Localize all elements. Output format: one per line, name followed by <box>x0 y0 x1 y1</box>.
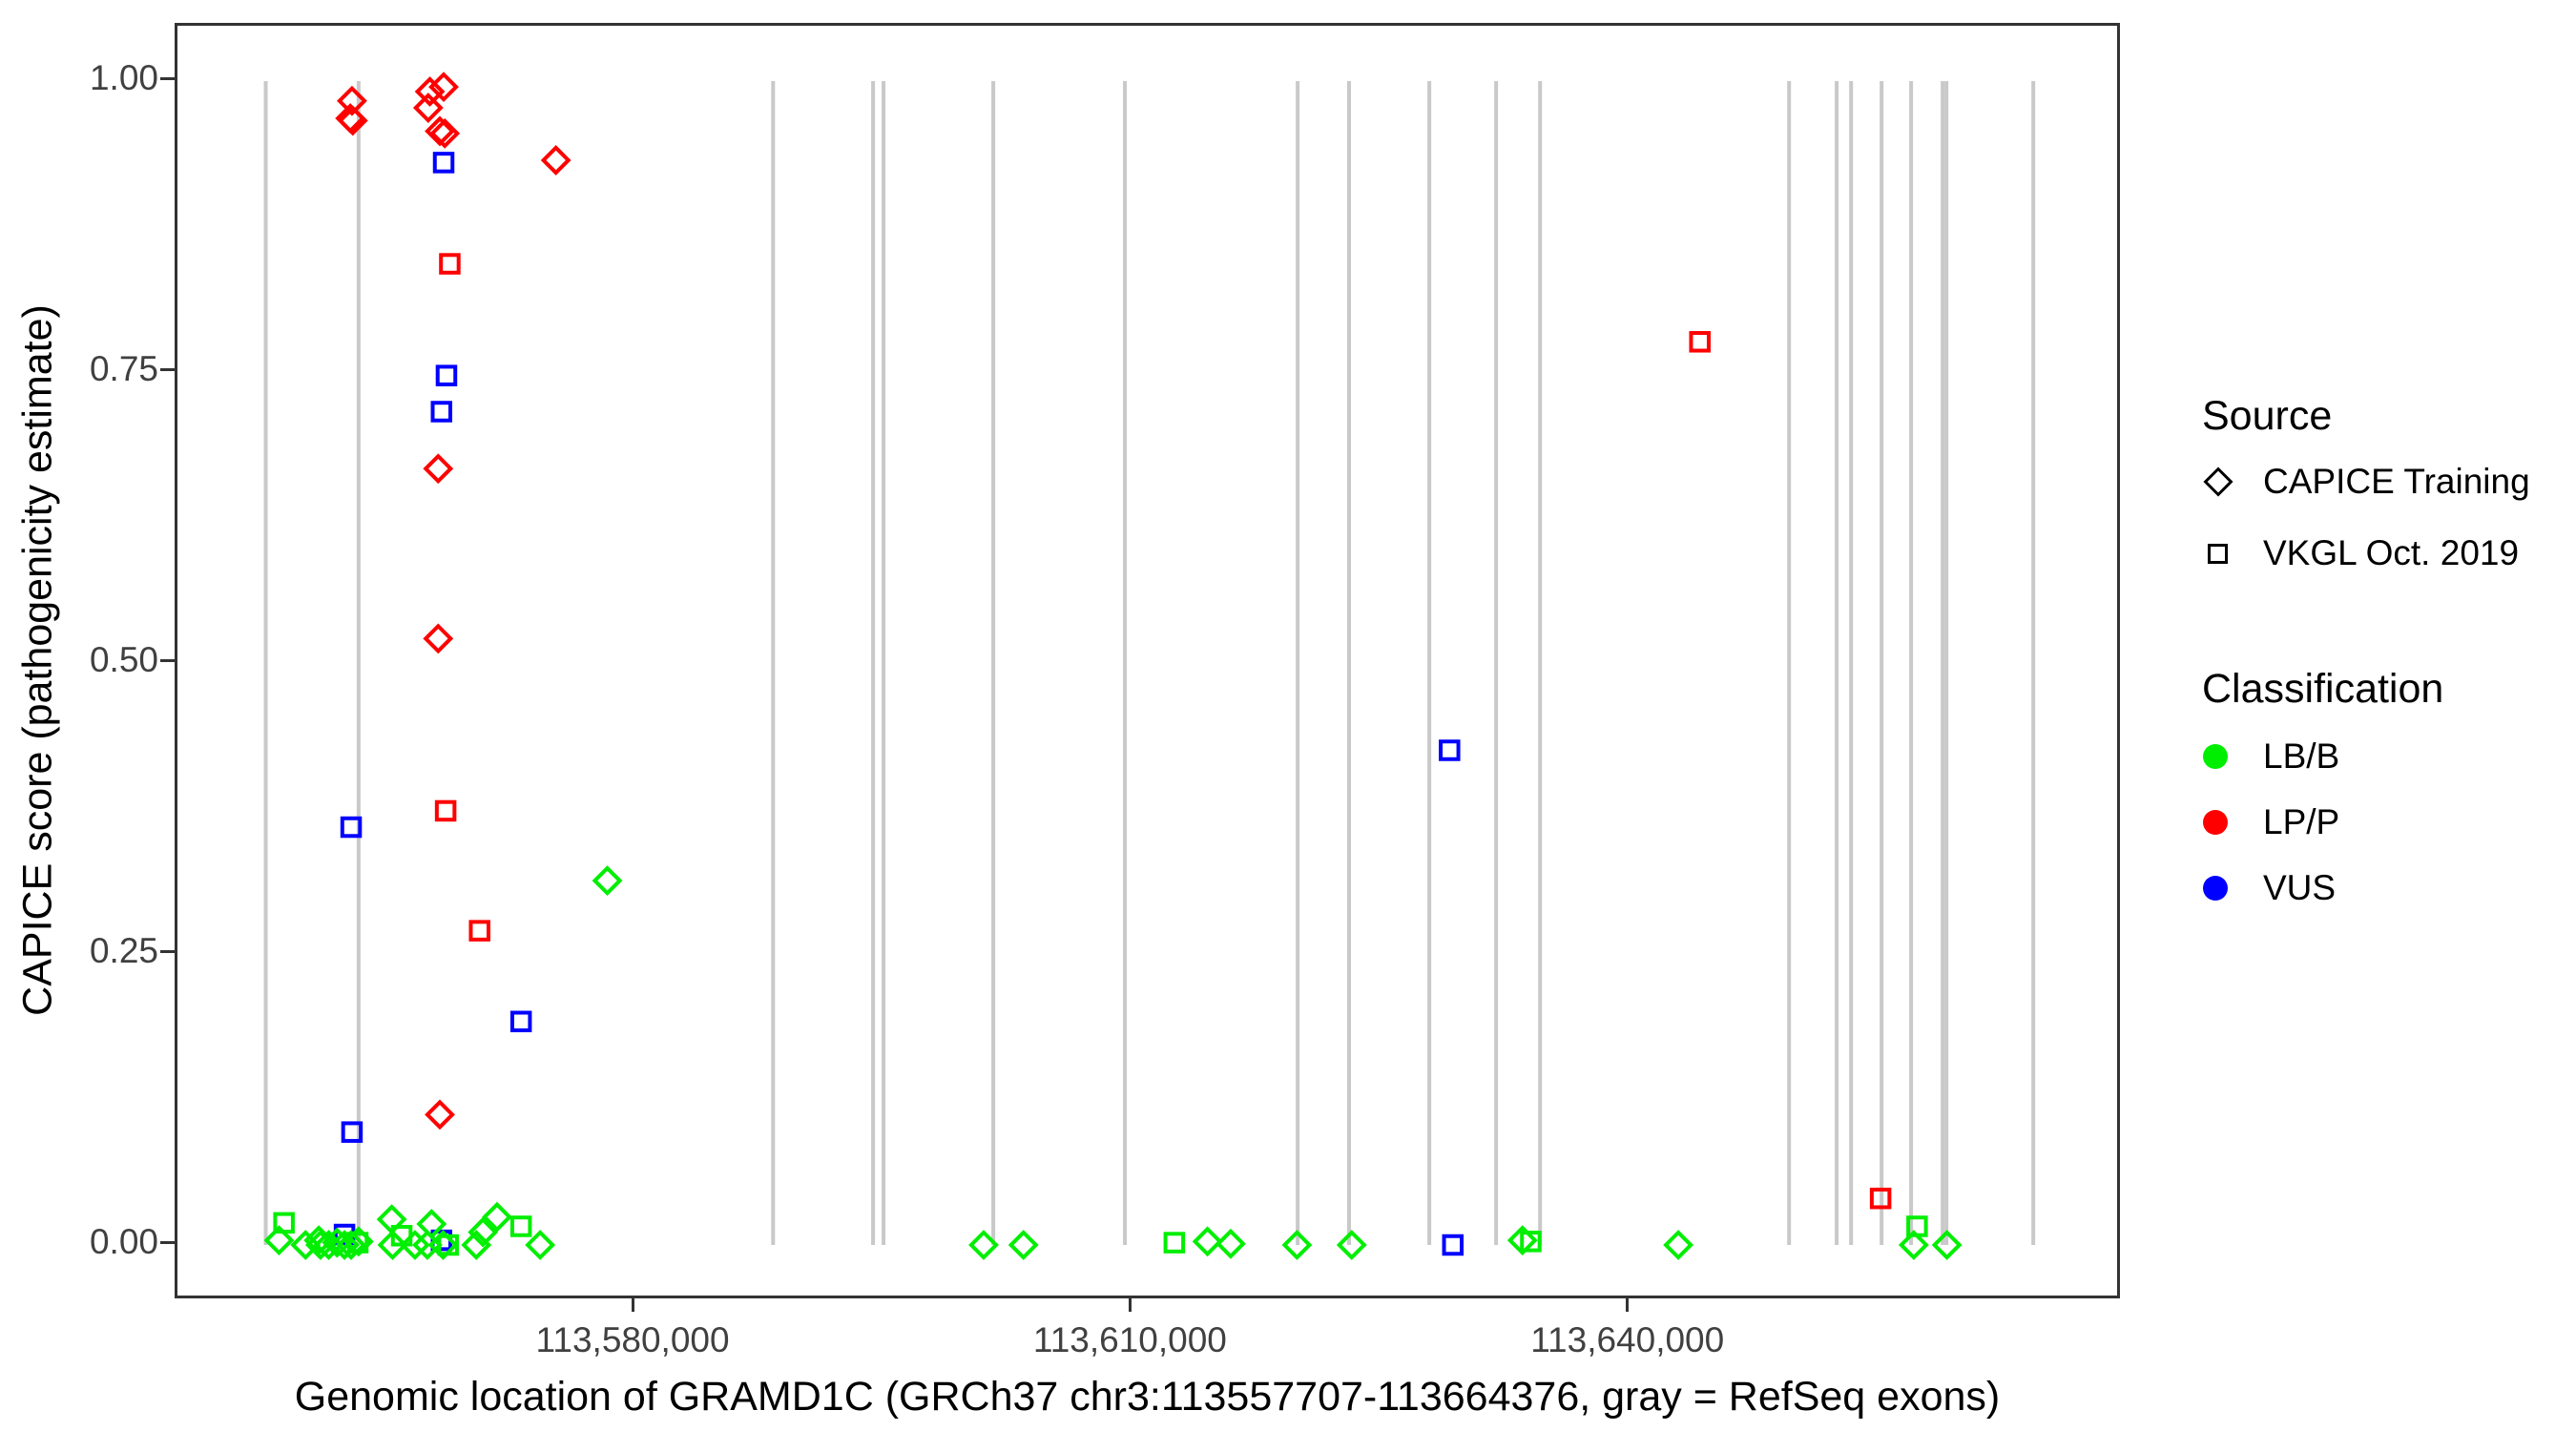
legend-item-label: VUS <box>2263 868 2337 907</box>
plot-panel <box>175 23 2120 1298</box>
data-point <box>509 1215 532 1237</box>
data-point <box>1163 1232 1186 1254</box>
y-tick-mark <box>160 1240 175 1244</box>
data-point <box>346 1232 369 1254</box>
data-point <box>1442 1234 1465 1256</box>
data-point <box>1008 1230 1039 1260</box>
data-point <box>439 253 461 275</box>
y-tick-mark <box>160 76 175 80</box>
data-point <box>540 145 571 176</box>
data-point <box>430 401 453 423</box>
data-point <box>390 1224 413 1247</box>
legend-source-title: Source <box>2202 393 2333 439</box>
square-shape-icon <box>2208 543 2228 564</box>
x-tick-label: 113,580,000 <box>535 1320 730 1359</box>
data-point <box>273 1212 295 1234</box>
y-tick-mark <box>160 949 175 953</box>
y-tick-mark <box>160 367 175 371</box>
data-point <box>468 920 490 942</box>
color-dot-icon <box>2203 744 2228 769</box>
data-point <box>968 1230 999 1260</box>
x-tick-mark <box>631 1298 634 1312</box>
y-tick-mark <box>160 658 175 662</box>
x-tick-label: 113,640,000 <box>1530 1320 1725 1359</box>
data-point <box>467 1216 499 1248</box>
data-point <box>1689 331 1711 353</box>
data-point <box>341 1121 364 1143</box>
data-point <box>1215 1228 1246 1259</box>
data-point <box>416 1209 447 1239</box>
legend-item: LP/P <box>2202 789 2339 856</box>
data-point <box>428 72 459 103</box>
data-point <box>509 1010 532 1033</box>
data-point <box>1520 1231 1542 1253</box>
data-point <box>525 1230 556 1260</box>
legend-item-label: LP/P <box>2263 802 2340 841</box>
data-point <box>412 93 444 123</box>
x-tick-mark <box>1626 1298 1630 1312</box>
x-tick-label: 113,610,000 <box>1032 1320 1227 1359</box>
data-point <box>432 152 455 174</box>
x-tick-mark <box>1128 1298 1132 1312</box>
data-point <box>1869 1187 1892 1210</box>
legend: Source CAPICE Training VKGL Oct. 2019 Cla… <box>2202 0 2576 1431</box>
data-point <box>412 1230 443 1260</box>
data-point <box>1281 1230 1313 1260</box>
data-point <box>1192 1226 1223 1257</box>
y-tick-label: 0.00 <box>89 1222 158 1261</box>
color-dot-icon <box>2203 876 2228 901</box>
data-point <box>427 1230 459 1260</box>
data-point <box>435 364 458 386</box>
y-tick-label: 1.00 <box>89 58 158 97</box>
data-point <box>423 453 454 485</box>
data-point <box>423 623 454 654</box>
data-point <box>1898 1230 1929 1260</box>
legend-item: VUS <box>2202 855 2336 922</box>
x-axis-title: Genomic location of GRAMD1C (GRCh37 chr3… <box>294 1374 2001 1420</box>
y-tick-label: 0.25 <box>89 931 158 970</box>
legend-item: CAPICE Training <box>2202 448 2530 515</box>
color-dot-icon <box>2203 810 2228 835</box>
data-point <box>429 117 461 149</box>
data-point <box>1906 1215 1928 1237</box>
data-point <box>1439 739 1461 761</box>
data-point <box>337 105 368 136</box>
data-point <box>434 799 457 822</box>
y-tick-label: 0.50 <box>89 640 158 679</box>
data-point <box>592 865 623 897</box>
legend-classification-title: Classification <box>2202 666 2444 712</box>
y-tick-label: 0.75 <box>89 349 158 388</box>
data-point <box>1931 1230 1963 1260</box>
data-point <box>263 1225 295 1256</box>
diamond-shape-icon <box>2203 467 2233 497</box>
data-point <box>337 85 367 116</box>
legend-item: VKGL Oct. 2019 <box>2202 520 2519 587</box>
data-point <box>1663 1230 1694 1260</box>
data-point <box>437 1234 459 1256</box>
legend-item-label: CAPICE Training <box>2263 462 2530 501</box>
legend-item: LB/B <box>2202 723 2339 790</box>
data-point <box>1336 1230 1367 1260</box>
data-point <box>340 816 363 839</box>
legend-item-label: LB/B <box>2263 736 2340 776</box>
data-point <box>482 1201 512 1233</box>
plot-canvas <box>263 72 2036 1260</box>
data-point <box>377 1230 408 1260</box>
data-point <box>461 1230 492 1260</box>
data-point <box>425 1099 455 1130</box>
legend-item-label: VKGL Oct. 2019 <box>2263 533 2520 572</box>
